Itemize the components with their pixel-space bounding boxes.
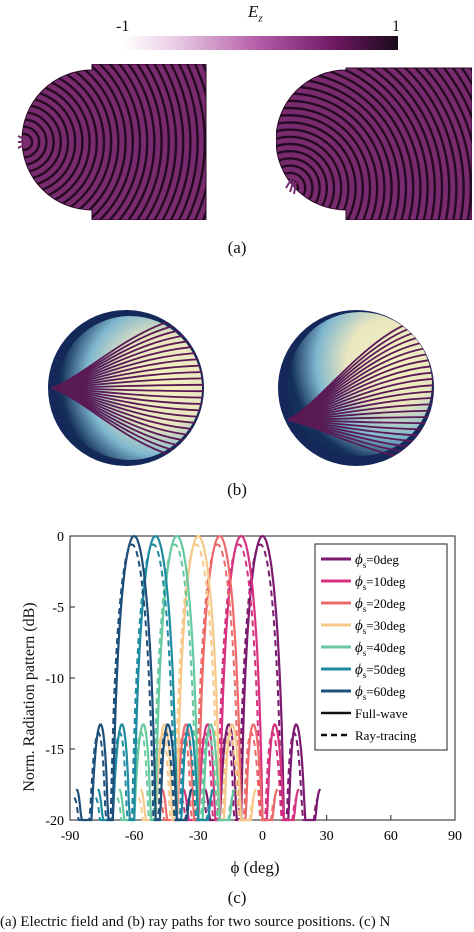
legend-entry-label: ϕs=40deg <box>355 640 406 658</box>
y-tick-label: -20 <box>45 814 64 829</box>
wavefront-ring <box>22 132 34 152</box>
wavefront-ring <box>276 68 472 220</box>
legend-entry-label: ϕs=10deg <box>355 574 406 592</box>
series-line-fullwave <box>118 534 236 822</box>
ray-map-left <box>48 310 204 466</box>
legend-entry-label: ϕs=60deg <box>355 684 406 702</box>
field-map-right <box>276 67 472 220</box>
legend-entry-label: ϕs=0deg <box>355 552 399 570</box>
source-feed-lines <box>17 135 27 149</box>
colorbar-min-label: -1 <box>116 18 130 35</box>
wavefront-ring <box>22 64 120 220</box>
wavefront-ring <box>22 64 149 220</box>
x-tick-label: -90 <box>61 829 80 844</box>
caption-c: (c) <box>227 888 247 907</box>
y-tick-label: -5 <box>52 601 64 616</box>
wavefront-ring <box>276 68 451 220</box>
x-tick-label: 0 <box>259 829 266 844</box>
wavefront-ring <box>22 64 106 220</box>
legend-entry-label: Ray-tracing <box>355 728 417 743</box>
wavefront-ring <box>276 149 328 220</box>
wavefront-ring <box>22 64 163 220</box>
wavefront-ring <box>22 64 171 220</box>
y-axis-label: Norm. Radiation pattern (dB) <box>21 602 38 792</box>
colorbar-label: Ez <box>248 2 263 25</box>
x-tick-label: 30 <box>320 829 334 844</box>
wavefront-ring <box>276 68 465 220</box>
wavefront-ring <box>22 64 178 220</box>
x-tick-label: -30 <box>189 829 208 844</box>
wavefront-ring <box>276 106 372 220</box>
wavefront-ring <box>276 135 343 220</box>
wavefront-ring <box>22 64 185 220</box>
wavefront-ring <box>276 68 415 220</box>
wavefront-ring <box>276 142 336 220</box>
ray-map-right <box>278 310 434 466</box>
wavefront-ring <box>276 68 458 220</box>
wavefront-ring <box>22 64 127 220</box>
wavefront-ring <box>276 68 429 220</box>
wavefront-ring <box>22 64 113 220</box>
x-tick-label: 90 <box>448 829 462 844</box>
series-line-raytracing <box>73 543 191 821</box>
x-tick-label: -60 <box>125 829 144 844</box>
footer-text: (a) Electric field and (b) ray paths for… <box>0 914 391 930</box>
series-line-fullwave <box>203 534 322 822</box>
source-feed-lines <box>285 177 297 195</box>
legend-entry-label: ϕs=20deg <box>355 596 406 614</box>
field-wavefronts <box>276 68 472 220</box>
legend: ϕs=0deg ϕs=10deg ϕs=20deg ϕs=30deg ϕs=40deg ϕ… <box>314 543 448 751</box>
wavefront-ring <box>22 64 156 220</box>
legend-entry-label: Full-wave <box>355 706 408 721</box>
x-axis-label: ϕ (deg) <box>230 858 280 877</box>
wavefront-ring <box>22 64 206 220</box>
wavefront-ring <box>276 99 379 220</box>
legend-entry-label: ϕs=30deg <box>355 618 406 636</box>
series-line-fullwave <box>75 534 193 822</box>
series-group <box>73 534 322 822</box>
radiation-pattern-chart: -90 -60 -30 0 30 60 90 0 -5 -10 -15 -20 ϕs=0deg ϕs=1… <box>45 530 462 844</box>
series-line-fullwave <box>161 534 279 822</box>
x-tick-label: 60 <box>384 829 398 844</box>
caption-a: (a) <box>227 238 247 257</box>
series-line-fullwave <box>139 534 257 822</box>
wavefront-ring <box>276 68 444 220</box>
y-tick-label: -15 <box>45 743 64 758</box>
wavefront-ring <box>22 64 142 220</box>
wavefront-ring <box>22 64 199 220</box>
wavefront-ring <box>276 113 365 220</box>
y-tick-label: -10 <box>45 672 64 687</box>
legend-entry-label: ϕs=50deg <box>355 662 406 680</box>
field-map-left <box>17 64 207 220</box>
colorbar <box>124 36 398 50</box>
y-tick-label: 0 <box>57 530 64 545</box>
wavefront-ring <box>276 68 422 220</box>
wavefront-ring <box>276 128 350 220</box>
wavefront-ring <box>22 64 192 220</box>
wavefront-ring <box>22 64 135 220</box>
wavefront-ring <box>276 121 357 220</box>
colorbar-max-label: 1 <box>392 18 400 35</box>
series-line-fullwave <box>182 534 300 822</box>
wavefront-ring <box>276 68 437 220</box>
caption-b: (b) <box>227 480 247 499</box>
series-line-fullwave <box>96 534 215 822</box>
